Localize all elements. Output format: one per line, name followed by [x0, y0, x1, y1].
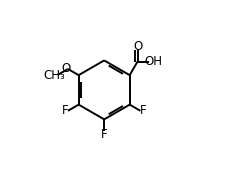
Text: F: F: [139, 104, 146, 117]
Text: OH: OH: [143, 55, 161, 68]
Text: F: F: [101, 128, 107, 141]
Text: O: O: [133, 40, 142, 53]
Text: F: F: [61, 104, 68, 117]
Text: O: O: [61, 62, 70, 75]
Text: CH₃: CH₃: [44, 69, 65, 82]
